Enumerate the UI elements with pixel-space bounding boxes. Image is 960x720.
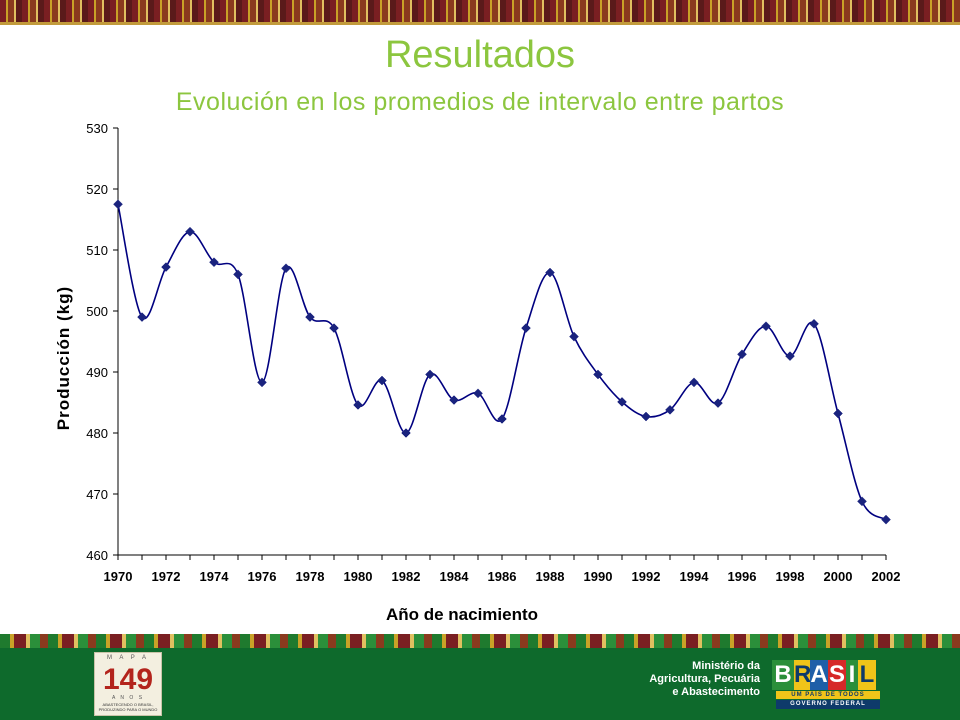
x-tick-label: 1976: [248, 569, 277, 584]
data-point: [281, 263, 291, 274]
x-tick-label: 1996: [728, 569, 757, 584]
data-point: [233, 269, 243, 280]
data-point: [761, 321, 771, 332]
data-point: [329, 323, 339, 333]
slide-title: Resultados: [384, 34, 576, 76]
y-tick-label: 530: [86, 121, 108, 136]
footer-decorative-stripe: [0, 634, 960, 648]
data-point: [689, 377, 699, 388]
y-tick-label: 520: [86, 182, 108, 197]
x-tick-label: 2002: [872, 569, 901, 584]
brasil-gov-label: GOVERNO FEDERAL: [776, 700, 880, 709]
y-tick-label: 510: [86, 243, 108, 258]
y-tick-label: 500: [86, 304, 108, 319]
logo-tagline: ABASTECENDO O BRASIL, PRODUZINDO PARA O …: [98, 702, 158, 712]
y-tick-label: 470: [86, 487, 108, 502]
x-tick-label: 1998: [776, 569, 805, 584]
data-points: [113, 199, 891, 525]
data-point: [113, 199, 123, 210]
data-point: [473, 388, 483, 399]
data-point: [785, 351, 795, 361]
x-axis-label: Año de nacimiento: [386, 605, 538, 624]
x-tick-label: 1990: [584, 569, 613, 584]
ministry-name: Ministério da Agricultura, Pecuária e Ab…: [640, 660, 760, 699]
x-tick-labels: 1970 1972 1974 1976 1978 1980 1982 1984 1986 1988…: [104, 569, 901, 584]
data-point: [161, 262, 171, 272]
logo-anos-text: A N O S: [111, 695, 145, 701]
data-point: [617, 397, 627, 407]
data-point: [185, 226, 195, 237]
data-point: [497, 414, 507, 424]
y-tick-label: 460: [86, 548, 108, 563]
data-point: [641, 411, 651, 422]
slide-subtitle: Evolución en los promedios de intervalo …: [175, 88, 785, 116]
y-axis-label: Producción (kg): [54, 286, 73, 430]
data-point: [737, 349, 747, 360]
brasil-letter: I: [846, 660, 858, 690]
chart-axes: [113, 127, 887, 560]
logo-mapa-text: M A P A: [107, 655, 149, 661]
data-point: [857, 496, 867, 507]
data-point: [353, 400, 363, 410]
brasil-tagline: UM PAÍS DE TODOS: [776, 691, 880, 699]
data-point: [521, 323, 531, 333]
y-tick-labels: 460 470 480 490 500 510 520 530: [86, 121, 108, 563]
data-point: [713, 398, 723, 408]
data-point: [569, 331, 579, 342]
data-point: [377, 375, 387, 386]
data-point: [257, 377, 267, 388]
x-tick-label: 1970: [104, 569, 133, 584]
x-tick-label: 1988: [536, 569, 565, 584]
data-point: [833, 408, 843, 419]
data-point: [593, 369, 603, 380]
x-tick-label: 2000: [824, 569, 853, 584]
ministry-line-3: e Abastecimento: [672, 686, 760, 698]
data-point: [401, 428, 411, 438]
brasil-letter: R: [794, 660, 812, 690]
x-tick-label: 1994: [680, 569, 710, 584]
x-tick-label: 1974: [200, 569, 230, 584]
logo-number: 149: [102, 663, 154, 696]
data-point: [809, 318, 819, 329]
brasil-letters: BRAS I L: [772, 660, 884, 690]
brasil-letter: S: [828, 660, 846, 690]
brasil-letter: L: [858, 660, 876, 690]
ministry-line-1: Ministério da: [692, 660, 760, 672]
ministry-line-2: Agricultura, Pecuária: [649, 673, 760, 685]
data-point: [209, 257, 219, 268]
brasil-letter: A: [810, 660, 828, 690]
data-point: [305, 312, 315, 322]
x-tick-label: 1984: [440, 569, 470, 584]
brasil-government-logo: BRAS I L UM PAÍS DE TODOS GOVERNO FEDERAL: [772, 660, 884, 710]
x-tick-label: 1992: [632, 569, 661, 584]
top-band-edge: [0, 22, 960, 25]
y-tick-label: 490: [86, 365, 108, 380]
data-point: [137, 312, 147, 322]
data-point: [425, 369, 435, 380]
y-tick-label: 480: [86, 426, 108, 441]
data-point: [545, 267, 555, 278]
x-tick-label: 1972: [152, 569, 181, 584]
top-decorative-band: [0, 0, 960, 22]
x-tick-label: 1986: [488, 569, 517, 584]
data-point: [449, 395, 459, 405]
data-point: [665, 404, 675, 415]
x-tick-label: 1982: [392, 569, 421, 584]
mapa-149-logo: M A P A 149 A N O S ABASTECENDO O BRASIL…: [94, 652, 162, 716]
data-point: [881, 514, 891, 525]
brasil-letter: B: [772, 660, 794, 690]
x-tick-label: 1980: [344, 569, 373, 584]
x-tick-label: 1978: [296, 569, 325, 584]
series-line: [117, 204, 887, 521]
